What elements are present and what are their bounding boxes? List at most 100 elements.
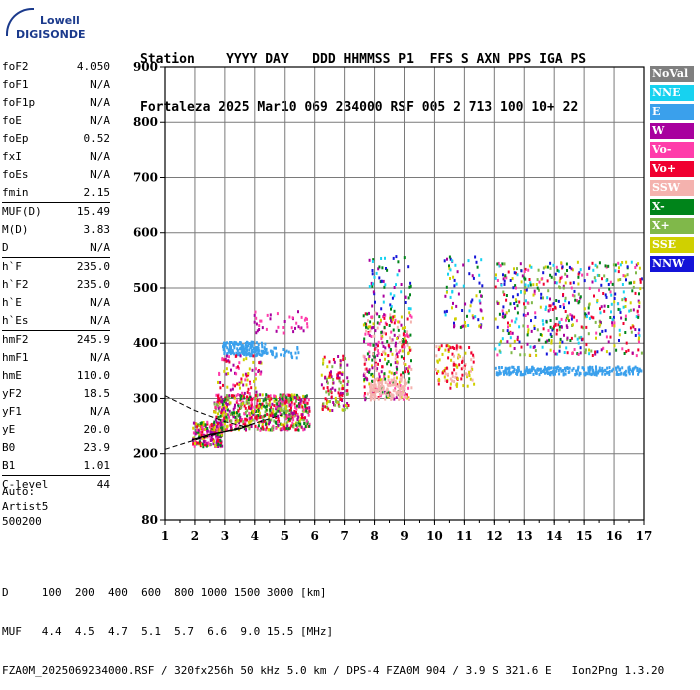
echo-point bbox=[578, 373, 581, 377]
echo-point bbox=[375, 389, 378, 393]
echo-point bbox=[604, 293, 607, 297]
echo-point bbox=[364, 376, 367, 380]
echo-point bbox=[464, 351, 467, 355]
param-row: foF1p N/A bbox=[2, 94, 110, 112]
echo-point bbox=[379, 384, 382, 388]
echo-point bbox=[243, 427, 246, 431]
echo-point bbox=[468, 374, 471, 377]
echo-point bbox=[380, 330, 383, 334]
echo-point bbox=[503, 293, 506, 297]
echo-point bbox=[246, 390, 249, 394]
echo-point bbox=[369, 329, 372, 333]
echo-point bbox=[563, 372, 565, 376]
echo-point bbox=[253, 408, 256, 412]
echo-point bbox=[275, 405, 278, 409]
echo-point bbox=[407, 380, 410, 384]
param-value: N/A bbox=[90, 405, 110, 418]
echo-point bbox=[228, 360, 231, 364]
echo-point bbox=[264, 410, 267, 414]
echo-point bbox=[541, 369, 544, 373]
echo-point bbox=[537, 268, 540, 272]
echo-point bbox=[399, 396, 402, 400]
echo-point bbox=[585, 315, 588, 318]
echo-point bbox=[282, 348, 285, 351]
echo-point bbox=[540, 371, 543, 374]
echo-point bbox=[478, 281, 481, 285]
echo-point bbox=[260, 406, 263, 410]
echo-point bbox=[236, 342, 239, 346]
echo-point bbox=[446, 380, 449, 383]
echo-point bbox=[513, 347, 516, 350]
echo-point bbox=[307, 413, 310, 417]
echo-point bbox=[628, 281, 631, 285]
echo-point bbox=[631, 351, 634, 355]
echo-point bbox=[280, 408, 283, 412]
echo-point bbox=[234, 421, 237, 425]
echo-point bbox=[336, 400, 339, 404]
echo-point bbox=[577, 365, 580, 369]
echo-point bbox=[509, 302, 512, 306]
echo-point bbox=[382, 279, 385, 283]
echo-point bbox=[542, 322, 545, 326]
echo-point bbox=[229, 341, 231, 344]
echo-point bbox=[302, 418, 305, 422]
echo-point bbox=[222, 383, 224, 387]
echo-point bbox=[326, 365, 329, 369]
echo-point bbox=[200, 421, 203, 425]
echo-point bbox=[447, 272, 449, 276]
echo-point bbox=[574, 298, 577, 302]
echo-point bbox=[328, 360, 331, 364]
echo-point bbox=[639, 278, 642, 282]
echo-point bbox=[457, 292, 460, 296]
echo-point bbox=[283, 401, 286, 405]
echo-point bbox=[220, 411, 223, 415]
echo-point bbox=[435, 354, 438, 358]
echo-point bbox=[377, 389, 380, 393]
echo-point bbox=[549, 273, 552, 277]
echo-point bbox=[204, 443, 207, 447]
echo-point bbox=[378, 386, 381, 390]
echo-point bbox=[450, 358, 453, 362]
echo-point bbox=[289, 417, 292, 421]
echo-point bbox=[403, 391, 406, 395]
echo-point bbox=[255, 331, 258, 335]
echo-point bbox=[504, 368, 507, 371]
echo-point bbox=[452, 301, 454, 305]
echo-point bbox=[241, 391, 244, 395]
echo-point bbox=[238, 383, 241, 387]
echo-point bbox=[594, 263, 597, 267]
echo-point bbox=[325, 377, 328, 381]
echo-point bbox=[289, 426, 291, 430]
echo-point bbox=[539, 367, 542, 371]
echo-point bbox=[259, 428, 262, 432]
echo-point bbox=[595, 331, 598, 335]
echo-point bbox=[364, 332, 367, 336]
echo-point bbox=[549, 261, 552, 265]
echo-point bbox=[632, 369, 634, 373]
echo-point bbox=[254, 424, 257, 428]
echo-point bbox=[303, 422, 306, 425]
echo-point bbox=[546, 296, 549, 300]
echo-point bbox=[213, 424, 216, 428]
param-row: B0 23.9 bbox=[2, 439, 110, 457]
echo-point bbox=[494, 347, 497, 351]
echo-point bbox=[377, 349, 379, 353]
footer-info: D 100 200 400 600 800 1000 1500 3000 [km… bbox=[2, 560, 664, 690]
echo-point bbox=[337, 391, 340, 395]
echo-point bbox=[474, 255, 477, 259]
echo-point bbox=[462, 263, 465, 267]
echo-point bbox=[607, 305, 610, 308]
echo-point bbox=[346, 392, 349, 396]
legend-item: SSW bbox=[650, 180, 694, 196]
echo-point bbox=[580, 325, 583, 329]
echo-point bbox=[452, 275, 455, 279]
echo-point bbox=[437, 348, 440, 352]
echo-point bbox=[541, 333, 543, 337]
echo-point bbox=[576, 299, 578, 303]
echo-point bbox=[371, 269, 374, 272]
echo-point bbox=[438, 346, 441, 350]
echo-point bbox=[381, 266, 384, 270]
echo-point bbox=[403, 356, 405, 360]
echo-point bbox=[444, 372, 447, 376]
echo-point bbox=[380, 257, 383, 260]
